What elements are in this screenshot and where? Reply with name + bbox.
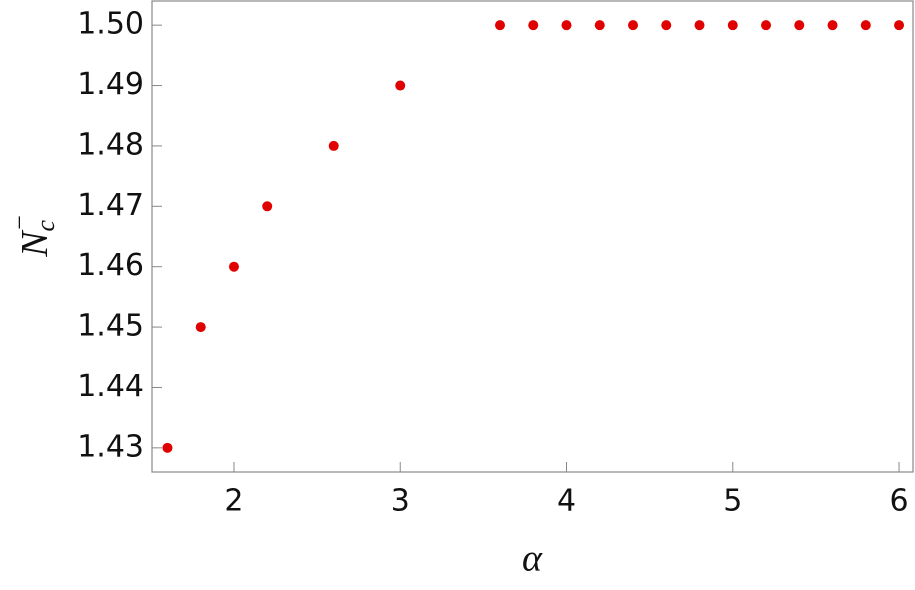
point bbox=[594, 20, 605, 31]
point bbox=[694, 20, 705, 31]
y-tick-label: 1.44 bbox=[77, 369, 144, 404]
point bbox=[528, 20, 539, 31]
y-tick-label: 1.50 bbox=[77, 7, 144, 42]
y-tick-label: 1.45 bbox=[77, 309, 144, 344]
y-tick-label: 1.46 bbox=[77, 248, 144, 283]
point bbox=[395, 80, 406, 91]
frame bbox=[151, 0, 914, 473]
point bbox=[262, 201, 273, 212]
x-tick-label: 4 bbox=[557, 484, 576, 519]
point bbox=[195, 322, 206, 333]
y-tick-label: 1.47 bbox=[77, 188, 144, 223]
y-tick-label: 1.48 bbox=[77, 127, 144, 162]
x-tick-label: 3 bbox=[391, 484, 410, 519]
point bbox=[328, 140, 339, 151]
point bbox=[228, 261, 239, 272]
point bbox=[494, 20, 505, 31]
x-axis-label: α bbox=[522, 538, 543, 580]
point bbox=[894, 20, 905, 31]
y-tick-label: 1.43 bbox=[77, 429, 144, 464]
x-tick-label: 6 bbox=[889, 484, 908, 519]
point bbox=[727, 20, 738, 31]
point bbox=[794, 20, 805, 31]
y-label-sub: c bbox=[31, 219, 60, 231]
x-tick-label: 5 bbox=[723, 484, 742, 519]
y-axis-label: Nc− bbox=[5, 215, 60, 258]
point bbox=[162, 442, 173, 453]
point bbox=[860, 20, 871, 31]
y-tick-label: 1.49 bbox=[77, 67, 144, 102]
point bbox=[628, 20, 639, 31]
y-label-sup: − bbox=[5, 215, 34, 230]
point bbox=[761, 20, 772, 31]
point bbox=[661, 20, 672, 31]
point bbox=[561, 20, 572, 31]
x-tick-label: 2 bbox=[224, 484, 243, 519]
point bbox=[827, 20, 838, 31]
y-label-base: N bbox=[14, 229, 56, 258]
